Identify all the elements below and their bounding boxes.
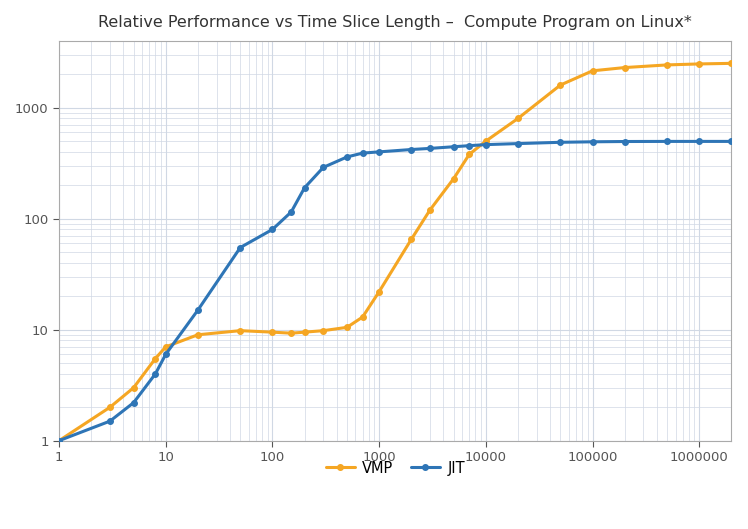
VMP (236, 327, 245, 334)
JIT (55, 437, 64, 444)
VMP (663, 62, 672, 68)
VMP (286, 330, 295, 336)
VMP (194, 332, 203, 338)
Line: VMP: VMP (56, 61, 734, 443)
VMP (151, 355, 160, 362)
JIT (695, 138, 704, 144)
VMP (319, 327, 328, 334)
JIT (358, 150, 367, 156)
JIT (620, 139, 629, 145)
VMP (588, 68, 597, 74)
JIT (663, 138, 672, 144)
VMP (129, 385, 138, 391)
VMP (55, 437, 64, 444)
Legend: VMP, JIT: VMP, JIT (319, 455, 470, 481)
JIT (300, 185, 309, 191)
VMP (556, 82, 565, 88)
VMP (426, 207, 435, 213)
JIT (407, 147, 416, 153)
JIT (513, 140, 522, 147)
JIT (343, 154, 352, 160)
VMP (695, 61, 704, 67)
Line: JIT: JIT (56, 139, 734, 443)
VMP (268, 329, 277, 335)
JIT (151, 371, 160, 377)
VMP (162, 344, 171, 350)
VMP (513, 115, 522, 122)
JIT (268, 226, 277, 233)
JIT (588, 139, 597, 145)
JIT (236, 244, 245, 251)
VMP (105, 404, 114, 411)
JIT (375, 149, 384, 155)
VMP (481, 138, 490, 144)
VMP (465, 151, 473, 158)
JIT (105, 418, 114, 424)
JIT (194, 307, 203, 313)
VMP (407, 236, 416, 243)
VMP (358, 314, 367, 320)
VMP (620, 65, 629, 71)
JIT (727, 138, 736, 144)
VMP (450, 176, 459, 182)
JIT (481, 141, 490, 148)
JIT (129, 399, 138, 406)
JIT (319, 164, 328, 170)
JIT (426, 145, 435, 152)
JIT (556, 139, 565, 145)
VMP (343, 324, 352, 331)
VMP (727, 60, 736, 67)
VMP (300, 329, 309, 335)
JIT (162, 351, 171, 358)
VMP (375, 288, 384, 295)
JIT (286, 209, 295, 215)
JIT (465, 142, 473, 149)
JIT (450, 143, 459, 150)
Title: Relative Performance vs Time Slice Length –  Compute Program on Linux*: Relative Performance vs Time Slice Lengt… (98, 15, 692, 30)
